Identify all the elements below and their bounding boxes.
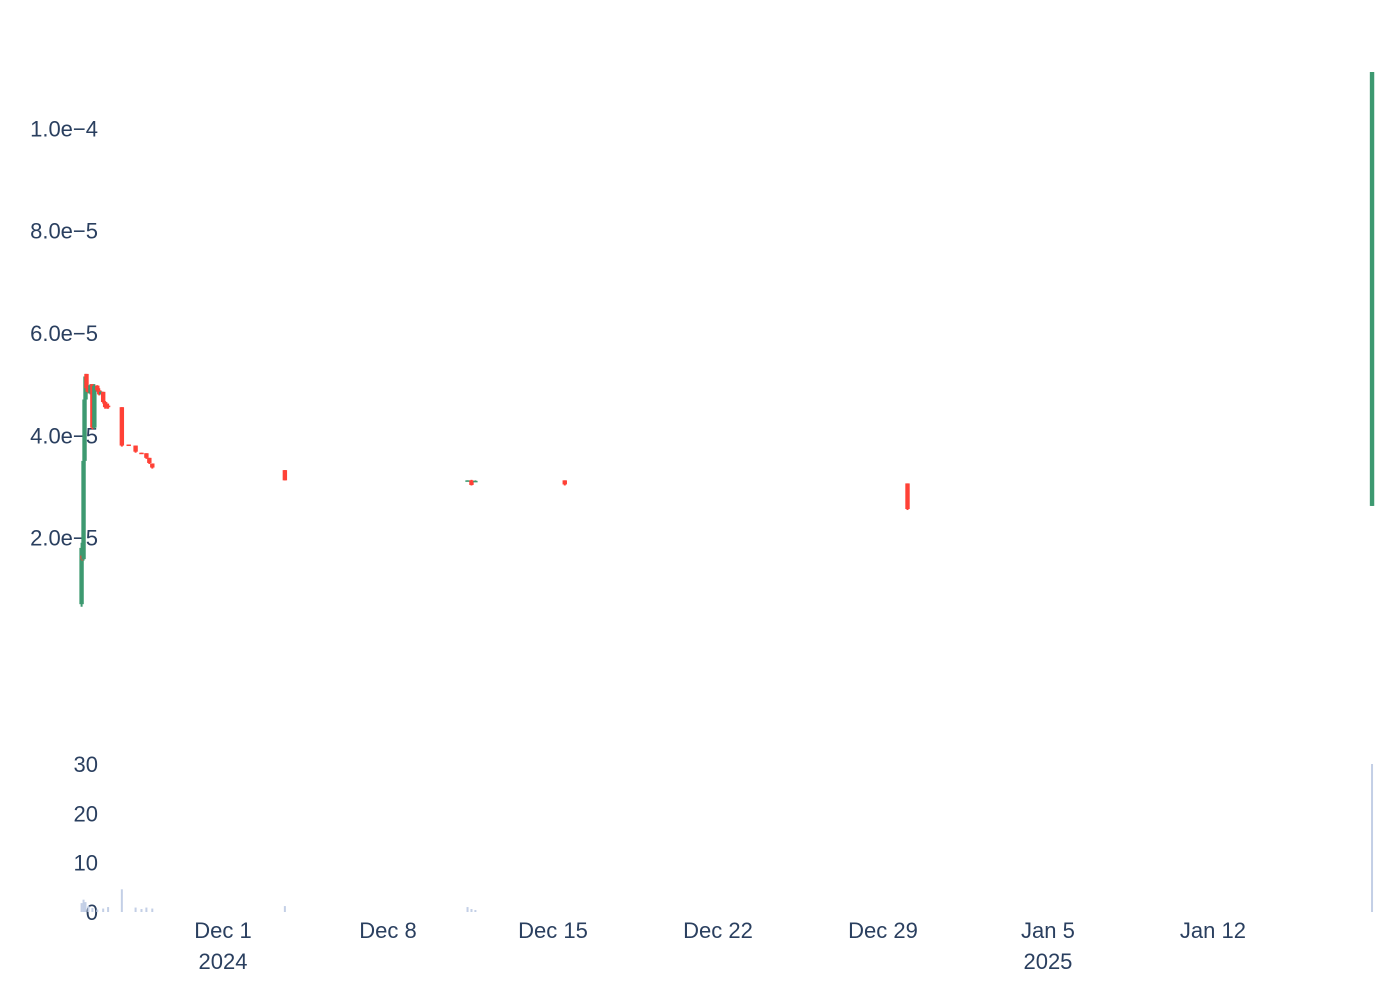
x-tick-label: Dec 29: [848, 918, 918, 943]
candle-body: [133, 445, 138, 452]
volume-bar[interactable]: [470, 909, 473, 912]
candle-increasing[interactable]: [1369, 72, 1375, 506]
volume-bar[interactable]: [91, 908, 94, 912]
candle-body: [562, 480, 567, 485]
candle-body: [102, 402, 108, 408]
candle-body: [139, 452, 144, 455]
candle-increasing[interactable]: [465, 480, 470, 482]
volume-y-tick-label: 0: [86, 900, 98, 925]
candle-body: [147, 457, 152, 463]
candle-increasing[interactable]: [473, 480, 478, 483]
volume-bar[interactable]: [145, 907, 148, 912]
volume-bar[interactable]: [120, 889, 123, 912]
x-tick-label: Dec 1: [194, 918, 251, 943]
price-y-tick-label: 2.0e−5: [30, 526, 98, 551]
candle-body: [126, 444, 131, 447]
volume-bar[interactable]: [82, 899, 85, 912]
volume-bar[interactable]: [80, 903, 83, 912]
volume-y-tick-label: 30: [74, 752, 98, 777]
price-y-tick-label: 8.0e−5: [30, 219, 98, 244]
x-tick-label: Dec 8: [359, 918, 416, 943]
volume-bar[interactable]: [96, 909, 99, 912]
candle-decreasing[interactable]: [105, 403, 111, 409]
volume-bar[interactable]: [474, 910, 477, 912]
volume-y-tick-label: 10: [74, 851, 98, 876]
candle-decreasing[interactable]: [469, 479, 474, 486]
volume-y-tick-label: 20: [74, 801, 98, 826]
candle-body: [84, 373, 89, 389]
candle-decreasing[interactable]: [562, 480, 567, 486]
candle-body: [144, 453, 149, 458]
candle-increasing[interactable]: [82, 394, 87, 467]
candle-decreasing[interactable]: [133, 445, 138, 453]
candle-body: [473, 480, 478, 483]
candle-decreasing[interactable]: [100, 391, 106, 404]
candle-body: [105, 405, 111, 408]
candle-decreasing[interactable]: [147, 457, 152, 464]
candle-decreasing[interactable]: [282, 470, 288, 481]
candle-decreasing[interactable]: [150, 463, 155, 469]
candle-increasing[interactable]: [92, 384, 97, 429]
price-panel: 2.0e−5 4.0e−5 6.0e−5 8.0e−5 1.0e−4: [30, 72, 1375, 607]
candle-increasing[interactable]: [81, 455, 86, 561]
x-tick-label: Dec 15: [518, 918, 588, 943]
volume-bar[interactable]: [151, 908, 154, 912]
x-tick-label: Dec 22: [683, 918, 753, 943]
x-tick-year-label: 2025: [1023, 949, 1072, 974]
candle-body: [79, 547, 84, 605]
candle-body: [465, 480, 470, 482]
candle-decreasing[interactable]: [102, 401, 108, 409]
candle-body: [282, 470, 288, 481]
candle-body: [82, 399, 87, 461]
x-tick-label: Jan 5: [1021, 918, 1075, 943]
candle-decreasing[interactable]: [119, 407, 125, 447]
candle-body: [95, 385, 100, 391]
candle-body: [100, 391, 106, 403]
candle-body: [119, 407, 125, 446]
candle-decreasing[interactable]: [139, 452, 144, 455]
volume-bar[interactable]: [102, 908, 105, 912]
candle-decreasing[interactable]: [144, 453, 149, 459]
candle-body: [905, 483, 910, 510]
volume-panel: 0 10 20 30: [74, 752, 1374, 925]
candle-body: [81, 460, 86, 560]
candle-body: [92, 385, 97, 428]
volume-bar[interactable]: [283, 906, 286, 912]
volume-bar[interactable]: [466, 907, 469, 912]
volume-bar[interactable]: [87, 906, 90, 912]
candle-body: [1369, 72, 1375, 506]
volume-bar[interactable]: [1371, 764, 1374, 912]
x-tick-label: Jan 12: [1180, 918, 1246, 943]
price-y-tick-label: 4.0e−5: [30, 423, 98, 448]
volume-bar[interactable]: [140, 909, 143, 912]
volume-bar[interactable]: [134, 907, 137, 912]
candle-decreasing[interactable]: [905, 483, 910, 511]
candle-body: [150, 463, 155, 468]
x-tick-year-label: 2024: [199, 949, 248, 974]
x-axis: Dec 1 2024 Dec 8 Dec 15 Dec 22 Dec 29 Jan 5 202…: [194, 918, 1246, 974]
price-y-tick-label: 6.0e−5: [30, 321, 98, 346]
volume-bar[interactable]: [107, 907, 110, 912]
price-y-tick-label: 1.0e−4: [30, 116, 98, 141]
volume-bar[interactable]: [84, 902, 87, 912]
candle-decreasing[interactable]: [126, 444, 131, 447]
candle-body: [469, 480, 474, 485]
